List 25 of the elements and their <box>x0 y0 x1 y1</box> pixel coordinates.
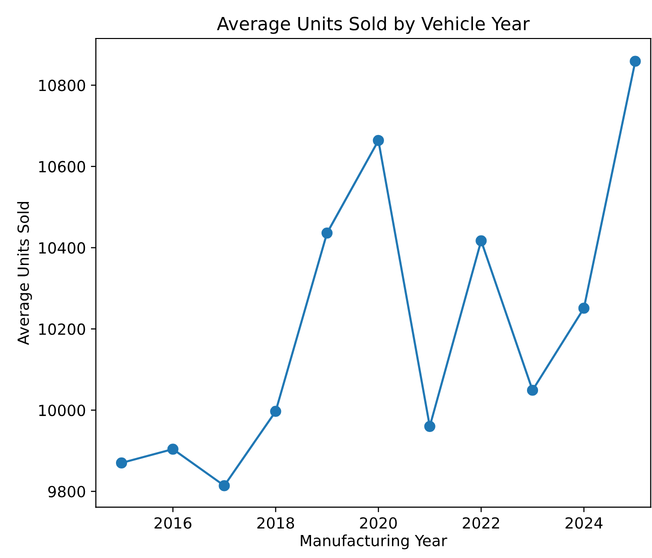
x-tick-label: 2018 <box>257 517 294 529</box>
y-tick-label: 9800 <box>48 486 86 498</box>
x-tick-label: 2022 <box>462 517 500 529</box>
x-tick-label: 2016 <box>154 517 192 529</box>
point <box>321 228 333 239</box>
point <box>218 480 230 492</box>
point <box>630 56 641 67</box>
point <box>476 235 487 246</box>
y-tick-label: 10600 <box>39 160 86 172</box>
point <box>270 406 282 417</box>
point <box>167 444 178 455</box>
y-tick-label: 10000 <box>39 404 86 416</box>
point <box>372 134 384 146</box>
y-tick-label: 10800 <box>39 80 86 92</box>
y-tick-label: 10400 <box>39 242 86 254</box>
chart-title: Average Units Sold by Vehicle Year <box>216 16 530 34</box>
point <box>526 384 538 396</box>
x-axis-title: Manufacturing Year <box>300 534 448 550</box>
point <box>578 302 590 314</box>
y-axis-title: Average Units Sold <box>17 202 32 345</box>
point <box>424 420 436 432</box>
point <box>116 457 128 469</box>
y-tick-label: 10200 <box>39 323 86 335</box>
x-tick-label: 2020 <box>360 517 397 529</box>
x-tick-label: 2024 <box>566 517 602 529</box>
